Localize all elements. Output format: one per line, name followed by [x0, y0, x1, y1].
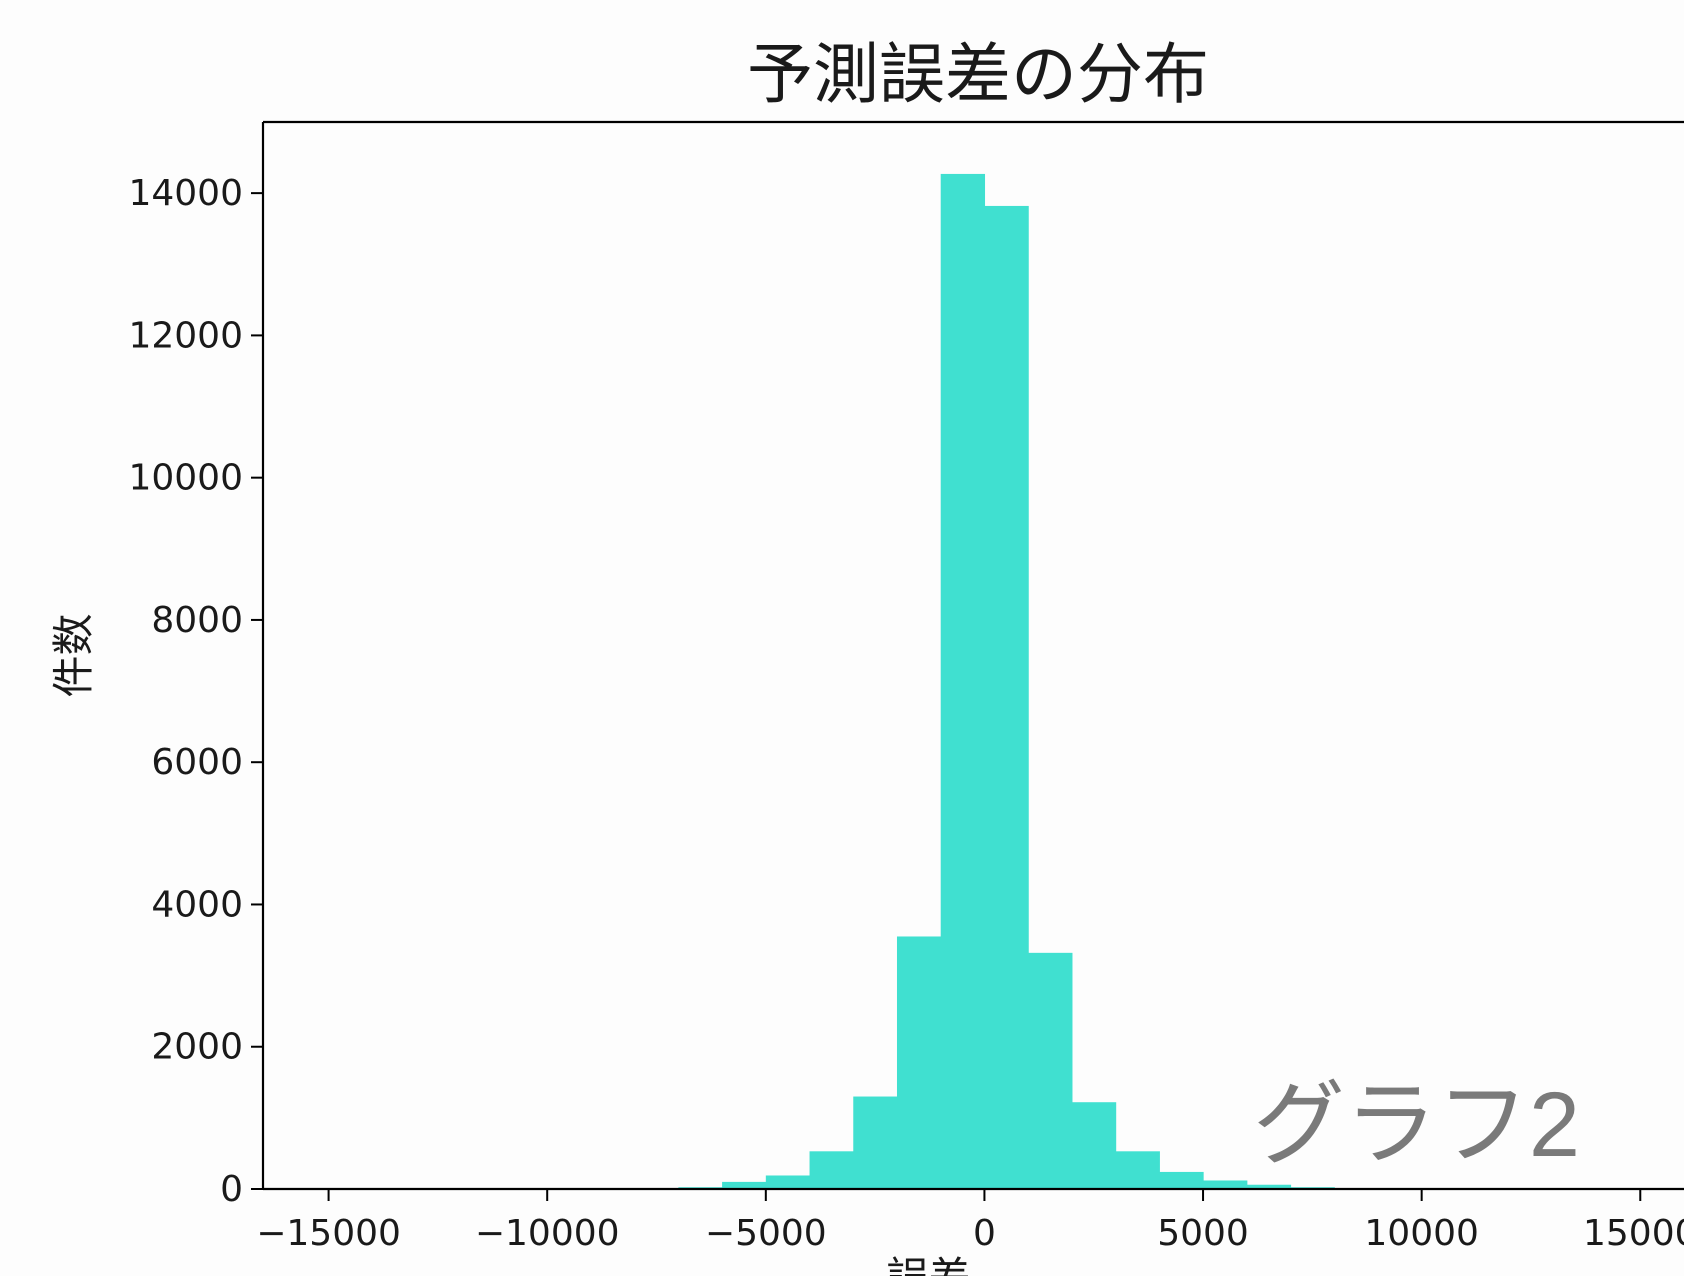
y-tick-label: 10000 — [128, 458, 243, 499]
histogram-bar — [1115, 1151, 1160, 1189]
x-tick-label: −15000 — [256, 1213, 401, 1254]
x-tick-label: 15000 — [1583, 1213, 1684, 1254]
x-tick-label: −10000 — [475, 1213, 620, 1254]
y-tick-label: 6000 — [151, 742, 243, 783]
y-axis-ticks: 0 2000 4000 6000 8000 10000 12000 14000 — [128, 173, 263, 1210]
chart-title: 予測誤差の分布 — [747, 36, 1209, 113]
histogram-bar — [940, 173, 986, 1189]
plot-frame — [261, 120, 1684, 1191]
histogram-bar — [1071, 1102, 1117, 1189]
y-tick-label: 12000 — [128, 315, 243, 356]
bars-group — [590, 173, 1423, 1190]
x-tick-label: −5000 — [705, 1213, 827, 1254]
histogram-bar — [1246, 1184, 1292, 1189]
x-axis-ticks: −15000 −10000 −5000 0 5000 10000 15000 — [256, 1189, 1684, 1254]
x-tick-label: 10000 — [1364, 1213, 1479, 1254]
histogram-bar — [722, 1181, 767, 1189]
histogram-bar — [1203, 1180, 1248, 1189]
y-tick-label: 0 — [220, 1169, 243, 1210]
histogram-bar — [765, 1175, 811, 1189]
histogram-bar — [984, 205, 1029, 1190]
histogram-bar — [1159, 1171, 1204, 1189]
y-tick-label: 8000 — [151, 600, 243, 641]
histogram-bar — [853, 1096, 898, 1189]
y-tick-label: 4000 — [151, 884, 243, 925]
histogram-bar — [1028, 952, 1073, 1189]
x-tick-label: 5000 — [1157, 1213, 1249, 1254]
y-axis-label: 件数 — [49, 613, 98, 697]
y-tick-label: 14000 — [128, 173, 243, 214]
x-axis-label: 誤差 — [886, 1253, 970, 1276]
y-tick-label: 2000 — [151, 1027, 243, 1068]
watermark-label: グラフ2 — [1253, 1074, 1580, 1176]
histogram-bar — [896, 936, 942, 1189]
histogram-bar — [809, 1151, 854, 1189]
x-tick-label: 0 — [973, 1213, 996, 1254]
